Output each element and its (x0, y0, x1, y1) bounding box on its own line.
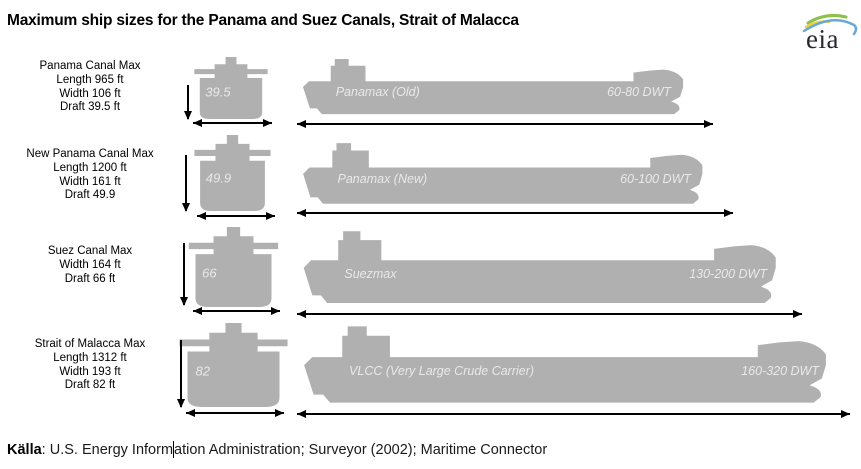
row3-draft-arrow (180, 243, 188, 306)
spec-line: Strait of Malacca Max (34, 338, 146, 350)
row4-ship-side-view: VLCC (Very Large Crude Carrier) 160-320 … (300, 325, 845, 408)
dwt-range: 130-200 DWT (689, 266, 767, 281)
ship-side-silhouette (302, 58, 684, 115)
source-text-before-cursor: U.S. Energy Inform (49, 442, 174, 458)
row3-length-arrow (297, 310, 802, 318)
spec-line: Panama Canal Max (39, 60, 141, 72)
row4-length-arrow (297, 410, 850, 418)
row4-draft-arrow (177, 340, 185, 408)
spec-line: Suez Canal Max (47, 245, 133, 257)
row3-ship-side-view: Suezmax 130-200 DWT (300, 230, 793, 308)
row2-ship-side-view: Panamax (New) 60-100 DWT (300, 142, 717, 208)
draft-value: 49.9 (205, 170, 232, 186)
ship-class-name: Panamax (New) (337, 171, 428, 186)
row3-spec-label: Suez Canal Max Width 164 ft Draft 66 ft (4, 245, 176, 286)
row2-beam-arrow (197, 212, 275, 220)
spec-line: Draft 49.9 (64, 189, 116, 202)
ship-class-name: VLCC (Very Large Crude Carrier) (349, 364, 535, 379)
draft-value: 39.5 (205, 84, 231, 100)
spec-line: Length 1312 ft (53, 351, 127, 364)
ship-side-silhouette (303, 231, 776, 303)
row2-spec-label: New Panama Canal Max Length 1200 ft Widt… (4, 148, 176, 203)
spec-line: Length 965 ft (56, 73, 124, 86)
spec-line: New Panama Canal Max (26, 148, 154, 160)
ship-front-silhouette (188, 227, 279, 307)
row1-ship-side-view: Panamax (Old) 60-80 DWT (300, 58, 697, 118)
row3-beam-arrow (193, 307, 280, 315)
row4-beam-arrow (186, 409, 284, 417)
row1-ship-front-view: 39.5 (192, 57, 270, 119)
ship-class-name: Suezmax (344, 266, 397, 281)
ship-class-name: Panamax (Old) (335, 84, 420, 99)
eia-swoosh-icon (802, 14, 858, 36)
draft-value: 66 (202, 265, 217, 281)
source-line: Källa: U.S. Energy Information Administr… (7, 441, 547, 458)
spec-line: Width 164 ft (59, 258, 121, 271)
row2-ship-front-view: 49.9 (192, 135, 273, 211)
row1-draft-arrow (184, 85, 192, 120)
row1-beam-arrow (193, 119, 272, 127)
text-cursor (173, 441, 175, 458)
row3-ship-front-view: 66 (186, 227, 281, 307)
spec-line: Width 193 ft (59, 365, 121, 378)
row2-length-arrow (297, 209, 733, 217)
row4-spec-label: Strait of Malacca Max Length 1312 ft Wid… (4, 338, 176, 393)
spec-line: Draft 82 ft (64, 379, 116, 392)
dwt-range: 60-100 DWT (620, 171, 691, 186)
source-label: Källa (7, 442, 42, 458)
dwt-range: 60-80 DWT (607, 84, 671, 99)
ship-side-silhouette (303, 143, 703, 204)
eia-logo-text: eia (806, 24, 839, 54)
ship-front-silhouette (179, 323, 288, 407)
ship-front-silhouette (194, 57, 268, 119)
ship-side-silhouette (304, 326, 826, 403)
row1-spec-label: Panama Canal Max Length 965 ft Width 106… (4, 60, 176, 115)
ship-front-silhouette (194, 135, 271, 211)
row4-ship-front-view: 82 (176, 323, 291, 407)
eia-logo: eia (802, 10, 858, 54)
spec-line: Width 161 ft (59, 175, 121, 188)
spec-line: Draft 39.5 ft (59, 101, 121, 114)
source-separator: : (41, 442, 50, 458)
row2-draft-arrow (182, 155, 190, 212)
spec-line: Width 106 ft (59, 87, 121, 100)
dwt-range: 160-320 DWT (741, 364, 819, 379)
source-text-after-cursor: ation Administration; Surveyor (2002); M… (174, 442, 548, 458)
draft-value: 82 (195, 363, 211, 379)
spec-line: Draft 66 ft (64, 272, 116, 285)
spec-line: Length 1200 ft (53, 161, 127, 174)
row1-length-arrow (297, 120, 713, 128)
figure-title: Maximum ship sizes for the Panama and Su… (7, 12, 519, 29)
